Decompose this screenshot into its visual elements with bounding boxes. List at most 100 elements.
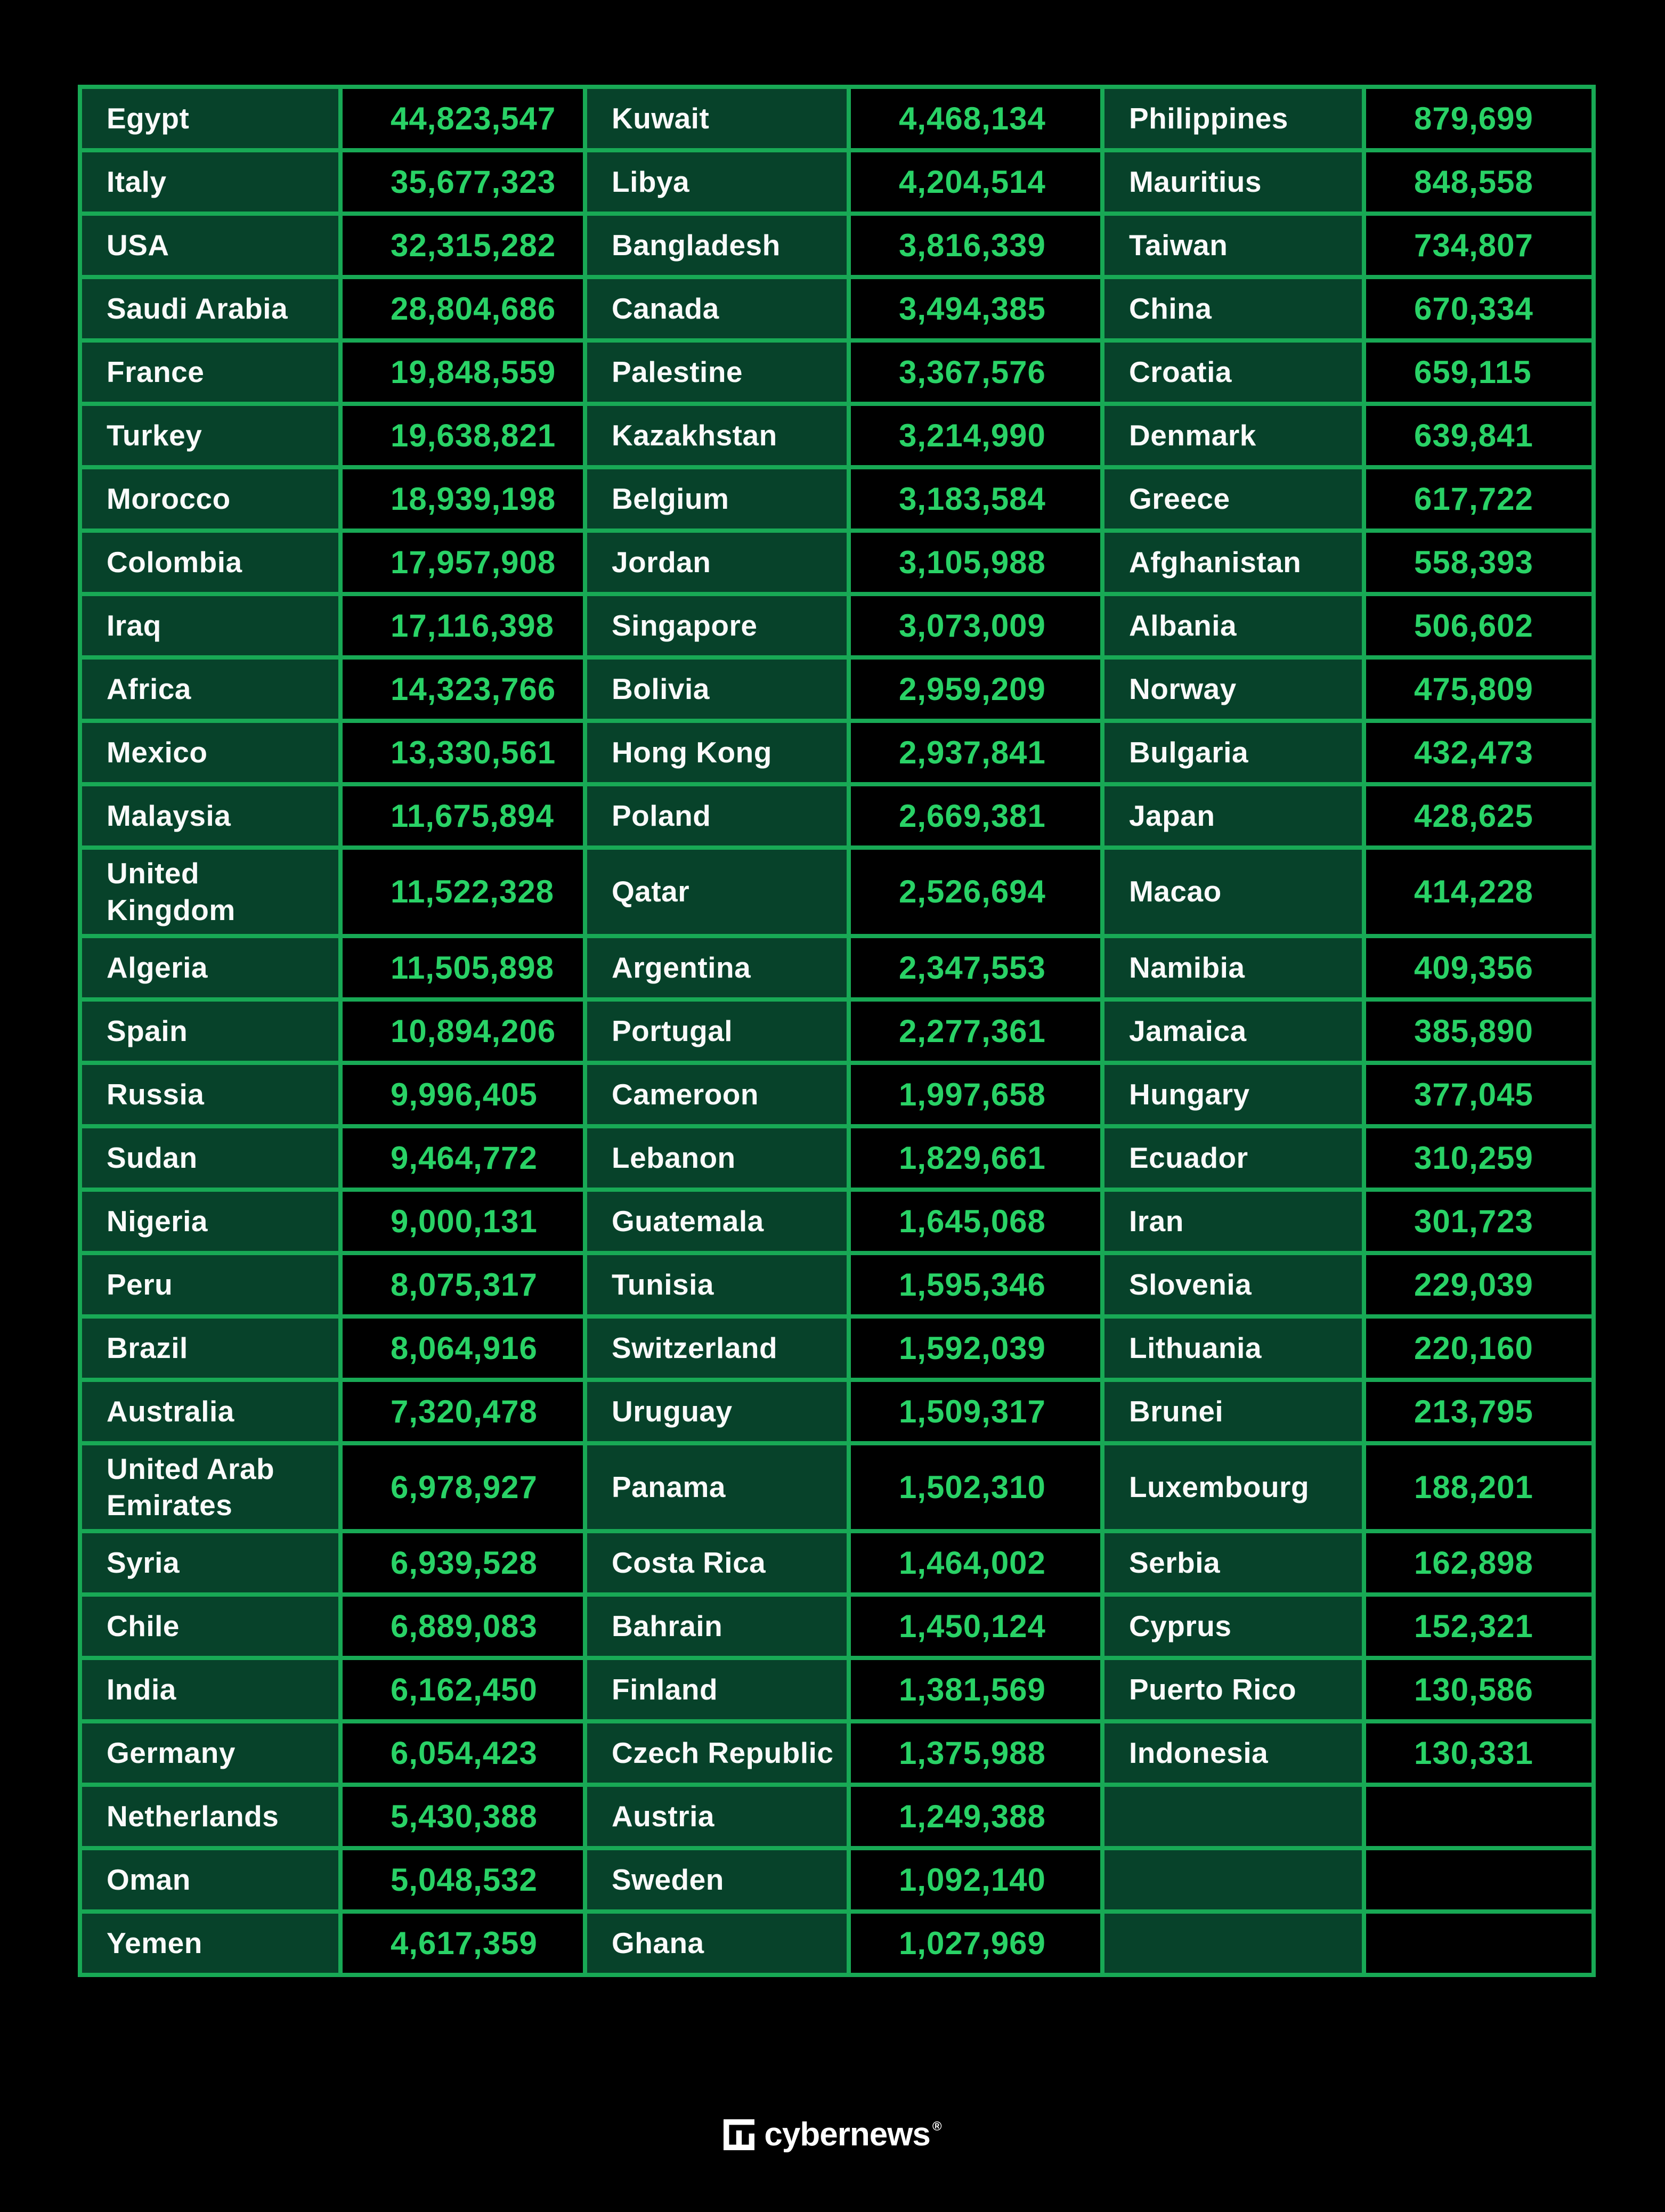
country-cell: Qatar: [583, 845, 851, 938]
brand-footer: cybernews ®: [0, 2111, 1665, 2159]
country-cell: Palestine: [583, 338, 851, 406]
value-cell: 1,645,068: [847, 1187, 1104, 1255]
country-cell: Indonesia: [1100, 1719, 1366, 1787]
country-cell: Spain: [78, 997, 343, 1065]
table-row: United Kingdom 11,522,328 Qatar 2,526,694 Ma…: [78, 845, 1596, 938]
value-cell: 3,183,584: [847, 465, 1104, 533]
country-cell: Portugal: [583, 997, 851, 1065]
country-cell: Luxembourg: [1100, 1441, 1366, 1533]
country-cell: Ghana: [583, 1909, 851, 1977]
value-cell: 19,848,559: [338, 338, 587, 406]
country-cell: Denmark: [1100, 402, 1366, 469]
value-cell: 848,558: [1362, 148, 1596, 216]
value-cell: 670,334: [1362, 275, 1596, 343]
value-cell: 4,204,514: [847, 148, 1104, 216]
value-cell: 11,675,894: [338, 782, 587, 850]
table-row: Syria 6,939,528 Costa Rica 1,464,002 Serbia 1…: [78, 1529, 1596, 1597]
country-cell: Albania: [1100, 592, 1366, 660]
country-cell: Poland: [583, 782, 851, 850]
table-row: Oman 5,048,532 Sweden 1,092,140: [78, 1846, 1596, 1914]
country-cell: Macao: [1100, 845, 1366, 938]
value-cell: 2,669,381: [847, 782, 1104, 850]
value-cell: 13,330,561: [338, 719, 587, 786]
value-cell: 18,939,198: [338, 465, 587, 533]
value-cell: 1,595,346: [847, 1250, 1104, 1319]
value-cell: 5,048,532: [338, 1846, 587, 1914]
country-cell: Russia: [78, 1060, 343, 1128]
value-cell: 428,625: [1362, 782, 1596, 850]
table-row: Sudan 9,464,772 Lebanon 1,829,661 Ecuador 310…: [78, 1124, 1596, 1192]
value-cell: 11,522,328: [338, 845, 587, 938]
table-row: Morocco 18,939,198 Belgium 3,183,584 Greece 6…: [78, 465, 1596, 533]
country-cell: USA: [78, 212, 343, 279]
value-cell: 220,160: [1362, 1314, 1596, 1382]
country-cell: Algeria: [78, 933, 343, 1002]
country-cell: Greece: [1100, 465, 1366, 533]
table-row: Africa 14,323,766 Bolivia 2,959,209 Norway 47…: [78, 655, 1596, 723]
country-cell: India: [78, 1656, 343, 1723]
value-cell: 1,249,388: [847, 1783, 1104, 1850]
country-cell: Yemen: [78, 1909, 343, 1977]
country-cell: Bangladesh: [583, 212, 851, 279]
value-cell: 162,898: [1362, 1529, 1596, 1597]
country-cell: Croatia: [1100, 338, 1366, 406]
country-cell: Cameroon: [583, 1060, 851, 1128]
country-cell: Ecuador: [1100, 1124, 1366, 1192]
country-cell: Switzerland: [583, 1314, 851, 1382]
value-cell: 9,464,772: [338, 1124, 587, 1192]
value-cell: 188,201: [1362, 1441, 1596, 1533]
country-cell: Mexico: [78, 719, 343, 786]
value-cell: 7,320,478: [338, 1377, 587, 1445]
value-cell: [1362, 1783, 1596, 1850]
value-cell: 3,367,576: [847, 338, 1104, 406]
table-row: Yemen 4,617,359 Ghana 1,027,969: [78, 1909, 1596, 1977]
value-cell: 506,602: [1362, 592, 1596, 660]
table-row: Russia 9,996,405 Cameroon 1,997,658 Hungary 3…: [78, 1060, 1596, 1128]
value-cell: 5,430,388: [338, 1783, 587, 1850]
country-cell: Norway: [1100, 655, 1366, 723]
country-cell: Italy: [78, 148, 343, 216]
value-cell: 19,638,821: [338, 402, 587, 469]
country-cell: Australia: [78, 1377, 343, 1445]
country-cell: Finland: [583, 1656, 851, 1723]
value-cell: 1,509,317: [847, 1377, 1104, 1445]
value-cell: 1,375,988: [847, 1719, 1104, 1787]
country-cell: Belgium: [583, 465, 851, 533]
value-cell: 3,073,009: [847, 592, 1104, 660]
country-cell: Costa Rica: [583, 1529, 851, 1597]
table-body: Egypt 44,823,547 Kuwait 4,468,134 Philippine…: [78, 85, 1596, 1977]
table-row: Malaysia 11,675,894 Poland 2,669,381 Japan 42…: [78, 782, 1596, 850]
value-cell: 639,841: [1362, 402, 1596, 469]
country-cell: United Kingdom: [78, 845, 343, 938]
country-cell: Austria: [583, 1783, 851, 1850]
value-cell: 35,677,323: [338, 148, 587, 216]
country-cell: Lithuania: [1100, 1314, 1366, 1382]
table-row: United Arab Emirates 6,978,927 Panama 1,502…: [78, 1441, 1596, 1533]
value-cell: 17,957,908: [338, 528, 587, 596]
value-cell: 9,996,405: [338, 1060, 587, 1128]
country-cell: Malaysia: [78, 782, 343, 850]
value-cell: 9,000,131: [338, 1187, 587, 1255]
country-cell: Afghanistan: [1100, 528, 1366, 596]
table-row: Netherlands 5,430,388 Austria 1,249,388: [78, 1783, 1596, 1850]
country-cell: Iran: [1100, 1187, 1366, 1255]
value-cell: 879,699: [1362, 85, 1596, 152]
value-cell: 2,277,361: [847, 997, 1104, 1065]
value-cell: 6,978,927: [338, 1441, 587, 1533]
value-cell: 1,381,569: [847, 1656, 1104, 1723]
table-row: India 6,162,450 Finland 1,381,569 Puerto Ric…: [78, 1656, 1596, 1723]
value-cell: 1,502,310: [847, 1441, 1104, 1533]
country-cell: Brunei: [1100, 1377, 1366, 1445]
value-cell: 3,494,385: [847, 275, 1104, 343]
table-row: Colombia 17,957,908 Jordan 3,105,988 Afghani…: [78, 528, 1596, 596]
country-cell: Canada: [583, 275, 851, 343]
country-cell: Africa: [78, 655, 343, 723]
value-cell: 414,228: [1362, 845, 1596, 938]
country-cell: Jamaica: [1100, 997, 1366, 1065]
value-cell: 3,816,339: [847, 212, 1104, 279]
value-cell: 28,804,686: [338, 275, 587, 343]
value-cell: 4,468,134: [847, 85, 1104, 152]
value-cell: 2,937,841: [847, 719, 1104, 786]
country-cell: Hungary: [1100, 1060, 1366, 1128]
country-cell: Egypt: [78, 85, 343, 152]
